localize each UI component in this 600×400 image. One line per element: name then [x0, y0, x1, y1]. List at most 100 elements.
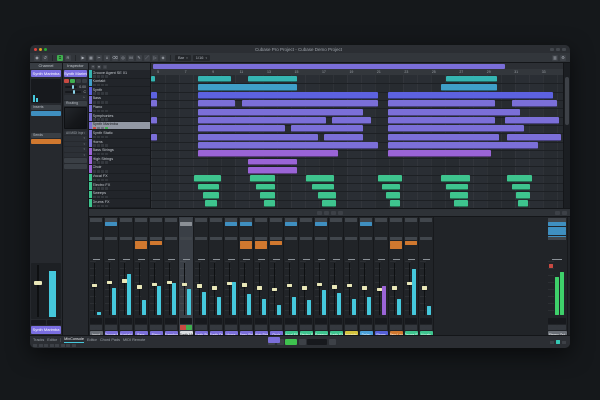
midi-clip[interactable]	[256, 183, 275, 191]
mute-button[interactable]	[405, 324, 411, 330]
fader-handle[interactable]	[331, 285, 337, 289]
track-row[interactable]: Synth Marimba	[89, 121, 150, 131]
pan-control[interactable]	[179, 257, 193, 261]
record-enable-button[interactable]	[92, 118, 96, 121]
zone-tab[interactable]: MIDI Remote	[123, 337, 146, 342]
inserts-rack-header[interactable]	[360, 218, 372, 222]
mute-button[interactable]	[120, 324, 126, 330]
snap-type-select[interactable]: Bar ▾	[175, 54, 191, 61]
fader-handle[interactable]	[34, 281, 42, 285]
inserts-rack-header[interactable]	[195, 218, 207, 222]
track-row[interactable]: Groove Agent SE 01	[89, 70, 150, 79]
midi-clip[interactable]	[311, 183, 335, 191]
midi-clip[interactable]	[247, 158, 298, 166]
fader-handle[interactable]	[361, 286, 367, 290]
inserts-rack-header[interactable]	[120, 218, 132, 222]
sends-rack-header[interactable]	[255, 236, 267, 240]
track-row[interactable]: Synth	[89, 87, 150, 96]
mute-button[interactable]	[390, 324, 396, 330]
inserts-rack-header[interactable]	[390, 218, 402, 222]
mini-icon[interactable]	[66, 344, 70, 347]
midi-clip[interactable]	[198, 125, 285, 133]
mini-icon[interactable]	[60, 344, 65, 347]
sends-rack-header[interactable]	[105, 236, 117, 240]
record-enable-button[interactable]	[76, 79, 81, 83]
zone-expand-icon[interactable]	[330, 210, 336, 215]
monitor-button[interactable]	[96, 204, 100, 207]
midi-clip[interactable]	[151, 92, 158, 99]
monitor-button[interactable]	[96, 126, 100, 130]
gain-readout[interactable]	[165, 317, 171, 324]
monitor-button[interactable]	[96, 83, 100, 87]
fader-handle[interactable]	[391, 286, 397, 290]
erase-tool-icon[interactable]: ⌫	[112, 54, 118, 61]
midi-clip[interactable]	[387, 133, 500, 141]
mute-button[interactable]	[165, 324, 171, 330]
solo-button[interactable]	[104, 83, 108, 87]
send-slot[interactable]	[390, 240, 402, 245]
tempo-button[interactable]	[328, 339, 336, 345]
sends-rack-header[interactable]	[270, 236, 282, 240]
pan-control[interactable]	[389, 257, 403, 261]
color-tool-icon[interactable]: ◈	[160, 54, 166, 61]
fader-handle[interactable]	[271, 287, 277, 292]
midi-clip[interactable]	[387, 125, 524, 133]
mute-tool-icon[interactable]: M	[128, 54, 134, 61]
fader-handle[interactable]	[376, 287, 382, 292]
pan-control[interactable]	[269, 257, 283, 261]
mute-button[interactable]	[548, 324, 557, 330]
record-enable-button[interactable]	[92, 195, 96, 199]
solo-button[interactable]	[201, 324, 207, 330]
inserts-rack-header[interactable]	[240, 218, 252, 222]
solo-button[interactable]	[104, 126, 108, 130]
monitor-button[interactable]	[96, 135, 100, 138]
sends-rack-header[interactable]	[390, 236, 402, 240]
fader-handle[interactable]	[286, 283, 292, 288]
channel-select-row[interactable]: ▾	[64, 141, 87, 146]
pan-control[interactable]	[419, 257, 433, 261]
midi-clip[interactable]	[151, 117, 158, 124]
midi-clip[interactable]	[387, 117, 495, 124]
send-slot[interactable]	[135, 245, 147, 249]
inserts-rack-header[interactable]	[135, 218, 147, 222]
close-button[interactable]	[34, 47, 37, 51]
monitor-button[interactable]	[96, 109, 100, 113]
solo-button[interactable]	[104, 187, 108, 190]
record-enable-button[interactable]	[92, 92, 96, 95]
solo-button[interactable]	[351, 324, 357, 330]
minimize-button[interactable]	[39, 47, 42, 51]
sends-rack-header[interactable]	[360, 236, 372, 240]
midi-clip[interactable]	[511, 100, 557, 108]
record-enable-button[interactable]	[92, 144, 96, 147]
monitor-button[interactable]	[96, 170, 100, 173]
pan-control[interactable]	[547, 257, 567, 261]
gain-readout[interactable]	[255, 317, 261, 324]
gain-readout[interactable]	[240, 317, 246, 324]
sends-rack-header[interactable]	[345, 236, 357, 240]
mini-icon[interactable]	[33, 344, 37, 347]
inserts-rack-header[interactable]	[375, 218, 387, 222]
channel-inserts-section[interactable]: Inserts	[31, 105, 61, 110]
record-enable-button[interactable]	[92, 152, 96, 156]
mute-button[interactable]	[105, 324, 111, 330]
activate-project-icon[interactable]: ◉	[34, 54, 40, 61]
monitor-button[interactable]	[96, 118, 100, 121]
midi-clip[interactable]	[198, 117, 327, 124]
zone-tab-icon[interactable]	[323, 210, 329, 215]
gain-readout[interactable]	[330, 317, 336, 324]
pan-control[interactable]	[119, 257, 133, 261]
pan-control[interactable]	[359, 257, 373, 261]
insert-slot[interactable]	[548, 231, 566, 235]
sends-rack-header[interactable]	[120, 236, 132, 240]
midi-clip[interactable]	[377, 175, 403, 183]
clip-indicator[interactable]	[549, 264, 553, 268]
midi-clip[interactable]	[198, 108, 364, 116]
midi-clip[interactable]	[151, 75, 156, 83]
solo-button[interactable]	[306, 324, 312, 330]
mixer-channel-strip[interactable]: Groove Agent SE	[104, 217, 119, 340]
setup-toolbar-icon[interactable]: ⚙	[560, 54, 566, 61]
vertical-scrollbar[interactable]	[563, 63, 570, 208]
send-slot[interactable]	[150, 240, 162, 245]
fader-handle[interactable]	[301, 286, 307, 290]
mixer-channel-strip[interactable]: Risers	[374, 217, 389, 340]
